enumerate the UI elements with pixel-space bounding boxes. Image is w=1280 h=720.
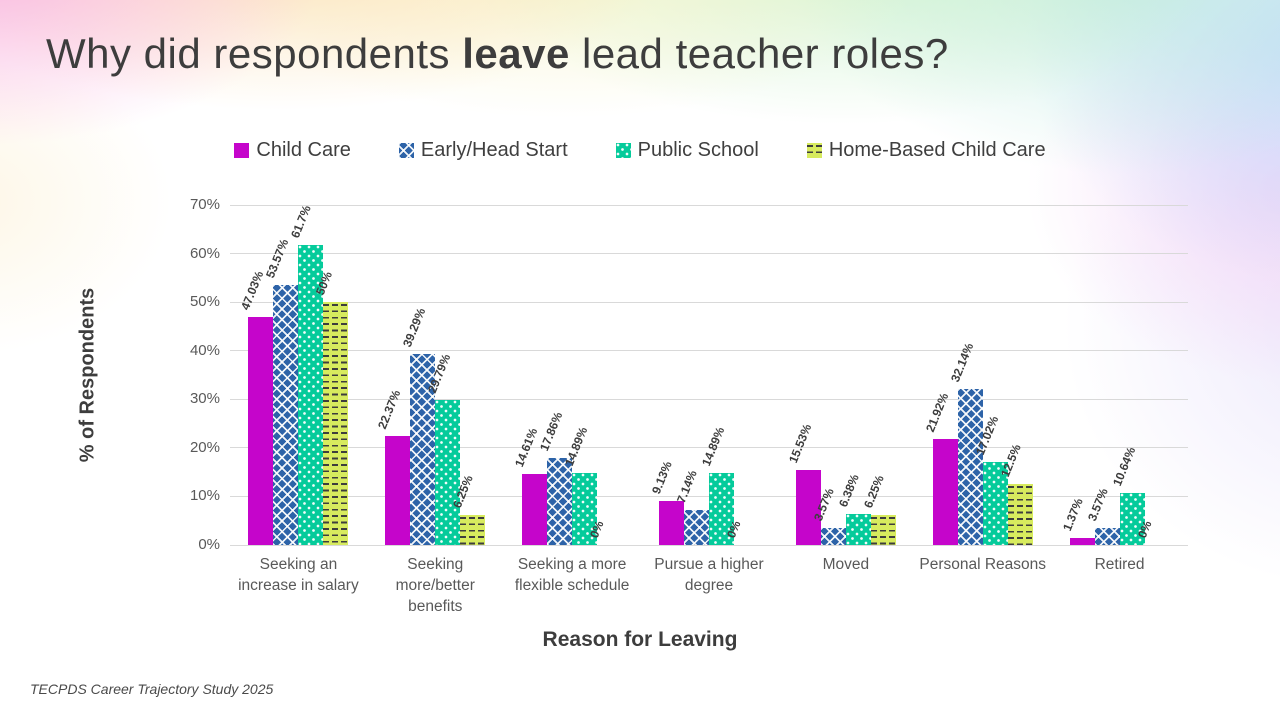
bar-value-label: 3.57%	[1084, 485, 1111, 523]
legend-item-public-school: Public School	[615, 139, 759, 162]
chart-legend: Child Care Early/Head Start Public School H…	[0, 139, 1280, 162]
bar-group: 14.61% 17.86% 14.89% 0%	[504, 205, 641, 545]
bar-early-head-start: 39.29%	[400, 306, 436, 545]
legend-marker-icon	[806, 143, 822, 158]
bar-public-school: 29.79%	[425, 352, 461, 545]
x-category-label: Personal Reasons	[919, 556, 1047, 573]
y-tick-label: 10%	[189, 487, 220, 505]
gridline-70%	[230, 204, 1188, 206]
gridline-50%	[230, 301, 1188, 303]
bar-value-label: 53.57%	[263, 236, 292, 280]
bar-public-school: 14.89%	[699, 425, 734, 545]
legend-label: Home-Based Child Care	[828, 139, 1046, 161]
x-category-label: Seeking a more flexible schedule	[514, 556, 630, 594]
bar-value-label: 61.7%	[288, 203, 315, 241]
bar-value-label: 21.92%	[922, 390, 951, 434]
title-suffix: lead teacher roles?	[569, 30, 949, 77]
bar-value-label: 9.13%	[649, 458, 675, 496]
source-note: TECPDS Career Trajectory Study 2025	[30, 681, 274, 697]
legend-marker-icon	[234, 143, 250, 158]
title-emphasis: leave	[462, 30, 570, 77]
y-axis-title: % of Respondents	[76, 287, 99, 463]
bar-group: 22.37% 39.29% 29.79% 6.25%	[367, 205, 504, 545]
bar-value-label: 12.5%	[997, 442, 1024, 480]
bar-value-label: 39.29%	[400, 306, 429, 350]
legend-label: Early/Head Start	[420, 139, 568, 161]
bar-group: 9.13% 7.14% 14.89% 0%	[641, 205, 778, 545]
bar-value-label: 17.86%	[537, 410, 566, 454]
bar-child-care: 1.37%	[1060, 497, 1095, 545]
bar-public-school: 17.02%	[973, 414, 1008, 545]
bar-value-label: 6.25%	[860, 472, 887, 510]
y-tick-label: 40%	[189, 341, 220, 359]
bar-home-based-child-care: 6.25%	[450, 473, 486, 545]
bar-early-head-start: 3.57%	[811, 486, 846, 545]
bar-public-school: 10.64%	[1110, 445, 1145, 545]
bar-early-head-start: 53.57%	[263, 237, 299, 545]
legend-marker-icon	[398, 143, 414, 158]
bar-value-label: 6.38%	[835, 472, 862, 510]
bar-child-care: 15.53%	[786, 422, 821, 545]
x-category-label: Seeking an increase in salary	[238, 556, 359, 594]
gridline-40%	[230, 350, 1188, 352]
x-category-label: Seeking more/better benefits	[395, 556, 475, 615]
legend-item-early-head-start: Early/Head Start	[398, 139, 568, 162]
bar-group: 47.03% 53.57% 61.7% 50%	[230, 204, 367, 545]
bar-child-care: 14.61%	[512, 426, 548, 545]
bar-value-label: 7.14%	[674, 468, 700, 506]
bar-home-based-child-care: 6.25%	[861, 473, 896, 545]
bar-value-label: 22.37%	[375, 388, 404, 432]
page-title: Why did respondents leave lead teacher r…	[46, 30, 949, 78]
legend-item-home-based-child-care: Home-Based Child Care	[806, 139, 1046, 162]
gridline-0%	[230, 544, 1188, 546]
legend-label: Child Care	[256, 139, 351, 161]
legend-item-child-care: Child Care	[234, 139, 351, 162]
bar-child-care: 21.92%	[923, 391, 958, 545]
bar-child-care: 22.37%	[375, 388, 411, 545]
y-tick-label: 70%	[189, 196, 220, 213]
bar-value-label: 32.14%	[947, 340, 976, 384]
bar-public-school: 6.38%	[836, 472, 871, 545]
bar-value-label: 14.89%	[562, 424, 591, 468]
bar-value-label: 15.53%	[785, 421, 815, 465]
bar-public-school: 61.7%	[288, 204, 324, 545]
bar-group: 15.53% 3.57% 6.38% 6.25%	[777, 205, 914, 545]
y-tick-label: 0%	[198, 536, 220, 553]
bar-value-label: 1.37%	[1059, 496, 1086, 534]
bar-early-head-start: 32.14%	[948, 341, 983, 545]
gridline-30%	[230, 398, 1188, 400]
bar-group: 1.37% 3.57% 10.64% 0%	[1051, 205, 1188, 545]
title-prefix: Why did respondents	[46, 30, 463, 77]
gridline-60%	[230, 253, 1188, 255]
x-category-label: Moved	[822, 556, 870, 573]
bar-value-label: 47.03%	[238, 268, 267, 312]
bar-home-based-child-care: 12.5%	[998, 442, 1033, 545]
bar-child-care: 47.03%	[238, 269, 274, 545]
gridline-20%	[230, 447, 1188, 449]
bar-value-label: 14.89%	[699, 424, 728, 468]
y-tick-label: 20%	[189, 438, 220, 456]
bar-home-based-child-care: 50%	[313, 270, 349, 545]
y-tick-label: 60%	[189, 244, 220, 262]
legend-marker-icon	[615, 143, 631, 158]
x-category-label: Retired	[1094, 556, 1145, 573]
bar-public-school: 14.89%	[562, 425, 598, 545]
bar-early-head-start: 17.86%	[537, 410, 573, 545]
y-tick-label: 30%	[189, 390, 220, 408]
bar-early-head-start: 3.57%	[1085, 486, 1120, 545]
x-category-label: Pursue a higher degree	[654, 556, 764, 594]
legend-label: Public School	[637, 139, 759, 161]
bar-child-care: 9.13%	[649, 459, 684, 545]
bar-group: 21.92% 32.14% 17.02% 12.5%	[914, 205, 1051, 545]
bar-value-label: 10.64%	[1109, 445, 1138, 489]
bar-early-head-start: 7.14%	[674, 469, 709, 545]
x-axis-title: Reason for Leaving	[542, 628, 738, 651]
plot-area: 47.03% 53.57% 61.7% 50% 22.37% 39.29% 29.79% 6.…	[230, 204, 1188, 546]
y-tick-label: 50%	[189, 293, 220, 311]
